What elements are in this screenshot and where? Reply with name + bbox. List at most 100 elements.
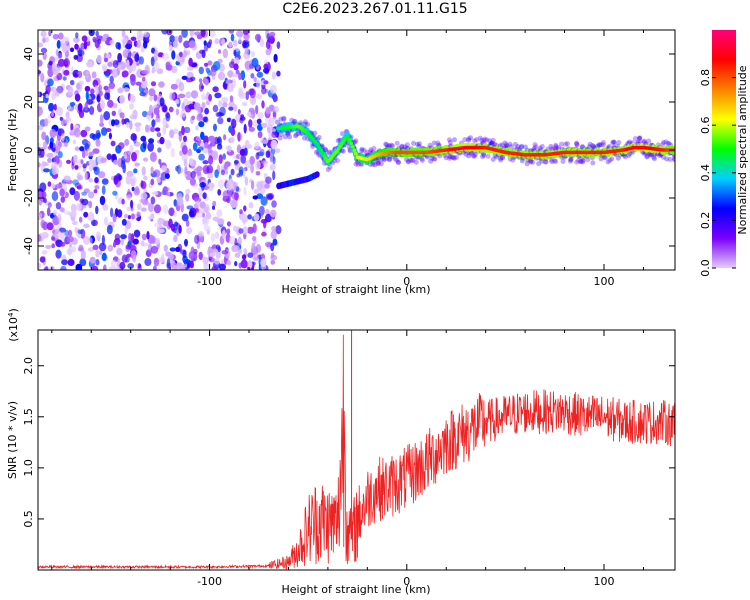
noise-speckle (261, 139, 269, 144)
noise-speckle (227, 145, 232, 153)
noise-speckle (73, 54, 79, 60)
noise-speckle (130, 133, 137, 141)
noise-speckle (69, 243, 73, 248)
noise-speckle (138, 56, 144, 65)
ridge-halo (531, 145, 537, 151)
noise-speckle (147, 142, 155, 152)
noise-speckle (119, 94, 125, 105)
noise-speckle (38, 124, 44, 131)
noise-speckle (255, 171, 261, 176)
noise-speckle (88, 151, 94, 156)
ridge-halo (574, 140, 580, 146)
noise-speckle (249, 155, 255, 165)
ridge-halo (285, 131, 291, 137)
noise-speckle (42, 51, 47, 61)
noise-speckle (92, 148, 100, 154)
noise-speckle (170, 147, 175, 158)
noise-speckle (143, 157, 149, 162)
noise-speckle (42, 141, 48, 150)
noise-speckle (270, 242, 275, 252)
noise-speckle (261, 160, 269, 165)
noise-speckle (131, 186, 135, 192)
lower-branch-mark (314, 171, 320, 178)
ridge-halo (504, 143, 510, 149)
noise-speckle (74, 43, 79, 50)
noise-speckle (81, 191, 87, 196)
noise-speckle (140, 192, 148, 200)
ridge-halo (664, 156, 670, 162)
noise-speckle (141, 207, 147, 212)
noise-speckle (203, 40, 207, 46)
ridge-halo (325, 150, 331, 156)
noise-speckle (265, 150, 271, 158)
noise-speckle (104, 92, 110, 100)
noise-speckle (122, 38, 126, 49)
noise-speckle (123, 151, 128, 160)
noise-speckle (176, 196, 184, 207)
noise-speckle (44, 36, 50, 43)
noise-speckle (178, 132, 182, 142)
ridge-halo (499, 142, 505, 148)
noise-speckle (204, 107, 210, 115)
ridge-halo (574, 142, 580, 148)
ridge-halo (399, 144, 404, 150)
noise-speckle (162, 117, 168, 127)
ridge-halo (353, 138, 359, 144)
ridge-halo (443, 155, 449, 161)
ridge-halo (645, 153, 650, 159)
noise-speckle (55, 106, 63, 117)
ridge-core (347, 138, 352, 142)
ridge-halo (432, 156, 438, 162)
noise-speckle (230, 127, 236, 137)
noise-speckle (198, 153, 205, 161)
chart-title: C2E6.2023.267.01.11.G15 (282, 1, 468, 17)
noise-speckle (157, 228, 165, 233)
noise-speckle (156, 177, 161, 183)
ridge-halo (316, 135, 322, 140)
noise-speckle (44, 265, 49, 270)
noise-speckle (169, 129, 175, 139)
noise-speckle (223, 134, 227, 141)
noise-speckle (127, 215, 131, 220)
ridge-halo (490, 137, 496, 143)
noise-speckle (51, 236, 56, 241)
noise-speckle (38, 234, 42, 242)
noise-speckle (233, 63, 239, 71)
noise-speckle (109, 39, 115, 45)
ridge-halo (355, 161, 361, 167)
noise-speckle (161, 53, 170, 61)
noise-speckle (89, 106, 95, 115)
noise-speckle (255, 243, 262, 253)
noise-speckle (169, 92, 176, 101)
noise-speckle (128, 232, 132, 242)
ridge-halo (568, 156, 574, 162)
noise-speckle (150, 56, 155, 67)
noise-speckle (276, 70, 281, 77)
noise-speckle (125, 175, 132, 185)
noise-speckle (188, 57, 193, 67)
noise-speckle (243, 186, 247, 196)
noise-speckle (231, 73, 239, 78)
noise-speckle (65, 111, 70, 119)
ridge-halo (490, 141, 496, 147)
ridge-halo (507, 156, 513, 162)
noise-speckle (224, 169, 229, 175)
noise-speckle (241, 214, 249, 224)
noise-speckle (47, 181, 52, 187)
noise-speckle (185, 193, 190, 202)
noise-speckle (130, 199, 134, 209)
noise-speckle (67, 229, 73, 237)
ridge-halo (586, 144, 592, 150)
noise-speckle (66, 159, 71, 164)
colorbar-tick-label: 0.8 (699, 69, 712, 87)
ridge-halo (528, 159, 534, 165)
noise-speckle (245, 91, 249, 101)
noise-speckle (259, 205, 265, 216)
noise-speckle (247, 226, 255, 234)
noise-speckle (94, 85, 99, 94)
noise-speckle (149, 95, 154, 101)
ridge-core (351, 145, 355, 149)
ridge-halo (375, 160, 381, 166)
noise-speckle (89, 256, 96, 264)
noise-speckle (238, 36, 242, 44)
